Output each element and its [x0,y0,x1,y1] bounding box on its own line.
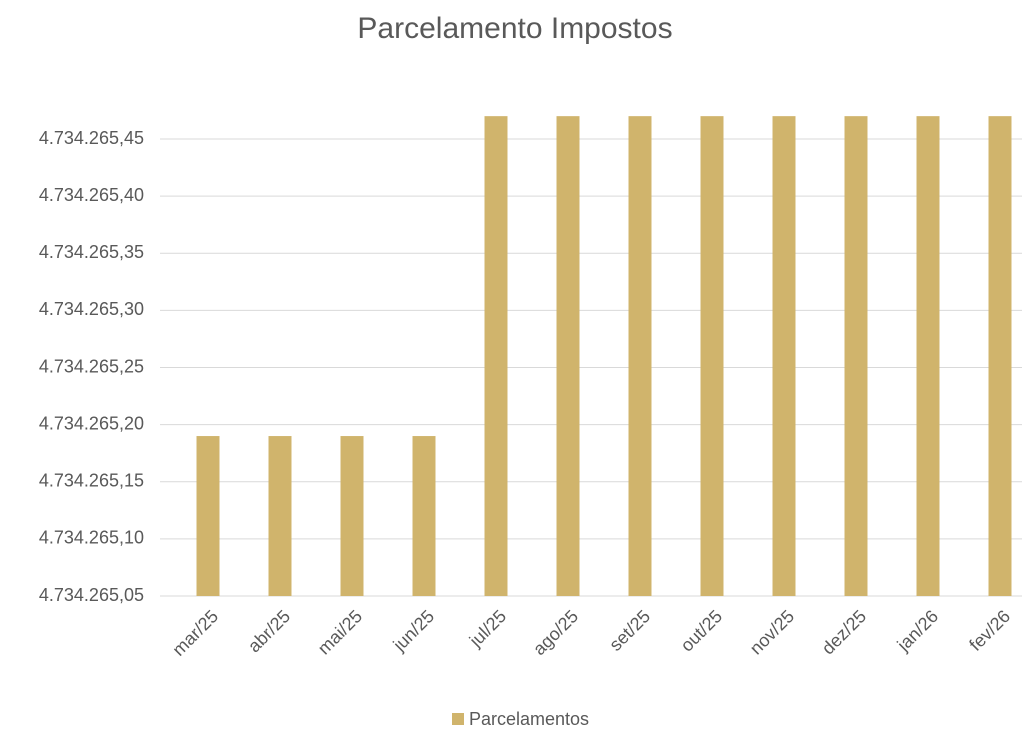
y-tick-label: 4.734.265,20 [39,413,144,433]
x-tick-label: jun/25 [389,606,439,656]
x-tick-label: dez/25 [818,606,870,658]
y-tick-label: 4.734.265,35 [39,242,144,262]
bar [772,116,796,597]
bar [484,116,508,597]
y-tick-label: 4.734.265,05 [39,585,144,605]
y-tick-label: 4.734.265,45 [39,128,144,148]
bar [196,436,220,596]
y-tick-label: 4.734.265,10 [39,528,144,548]
bar [916,116,940,597]
x-tick-label: nov/25 [746,606,798,658]
bar [268,436,292,596]
x-tick-label: out/25 [677,606,727,656]
y-tick-label: 4.734.265,15 [39,471,144,491]
bar [628,116,652,597]
x-tick-label: abr/25 [244,606,294,656]
x-tick-label: fev/26 [965,606,1014,655]
bar [556,116,580,597]
chart-title: Parcelamento Impostos [357,12,672,45]
bar [844,116,868,597]
y-tick-label: 4.734.265,25 [39,356,144,376]
x-tick-label: ago/25 [529,606,582,659]
bar [700,116,724,597]
x-tick-label: jan/26 [893,606,943,656]
y-tick-label: 4.734.265,30 [39,299,144,319]
bar [988,116,1012,597]
x-tick-label: mar/25 [168,606,222,660]
y-tick-label: 4.734.265,40 [39,185,144,205]
x-tick-label: jul/25 [465,606,510,651]
x-tick-label: mai/25 [314,606,366,658]
bar [340,436,364,596]
x-tick-label: set/25 [605,606,654,655]
legend-label: Parcelamentos [469,709,589,729]
legend-swatch [452,713,464,725]
bar [412,436,436,596]
